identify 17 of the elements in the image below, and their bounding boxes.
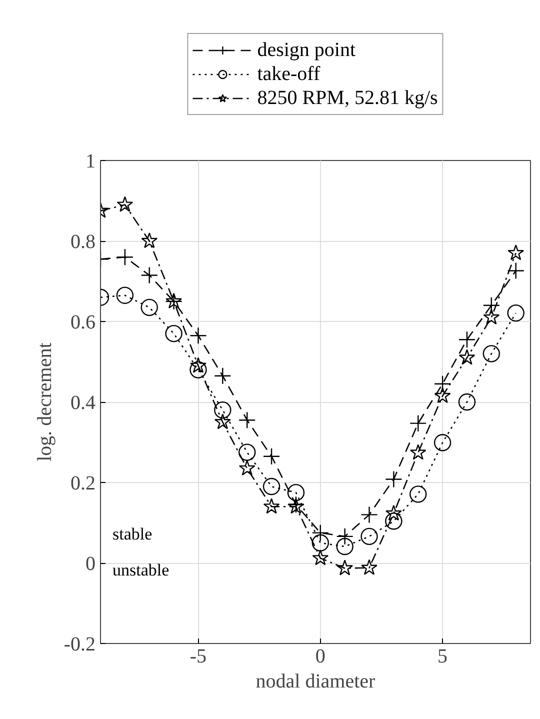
- x-tick-label: 0: [315, 646, 326, 668]
- x-axis-title: nodal diameter: [256, 670, 376, 692]
- y-tick-label: 0.6: [70, 312, 96, 334]
- y-tick-label: 0.4: [70, 392, 96, 414]
- legend-label: 8250 RPM, 52.81 kg/s: [257, 86, 438, 110]
- y-tick-label: 0.8: [70, 231, 96, 253]
- y-tick-label: 1: [86, 150, 96, 172]
- y-tick-label: 0: [86, 553, 96, 575]
- annotation: stable: [112, 524, 152, 544]
- x-tick-label: -5: [190, 646, 207, 668]
- y-tick-label: 0.2: [70, 472, 96, 494]
- legend-label: take-off: [257, 62, 320, 86]
- legend-label: design point: [257, 38, 356, 62]
- y-tick-label: -0.2: [64, 634, 96, 656]
- y-axis-title: log. decrement: [34, 342, 56, 462]
- x-tick-label: 5: [438, 646, 448, 668]
- annotation: unstable: [112, 560, 170, 580]
